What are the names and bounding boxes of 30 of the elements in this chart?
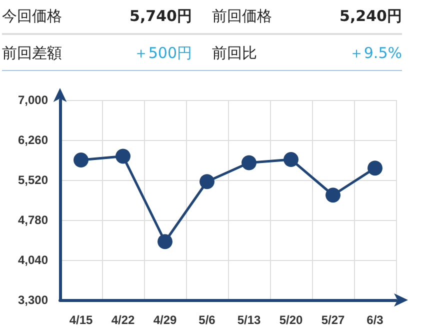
y-tick-label: 7,000 bbox=[18, 93, 48, 107]
point bbox=[200, 174, 214, 190]
point bbox=[74, 152, 88, 168]
text: 前回比 bbox=[212, 44, 258, 63]
text: 5,240円 bbox=[338, 7, 402, 26]
x-tick-label: 4/29 bbox=[153, 313, 177, 327]
point bbox=[242, 155, 256, 170]
point bbox=[326, 188, 340, 203]
y-tick-label: 3,300 bbox=[18, 293, 48, 307]
point bbox=[368, 160, 382, 176]
text: 前回差額 bbox=[2, 44, 63, 63]
point bbox=[158, 234, 172, 250]
x-tick-label: 5/13 bbox=[237, 313, 261, 327]
x-tick-label: 4/15 bbox=[69, 313, 93, 327]
x-tick-label: 5/6 bbox=[198, 313, 216, 327]
x-tick-label: 5/27 bbox=[321, 313, 345, 327]
y-tick-label: 4,040 bbox=[18, 253, 48, 267]
text: ＋9.5% bbox=[348, 44, 402, 63]
point bbox=[284, 152, 298, 167]
y-tick-label: 6,260 bbox=[18, 133, 48, 147]
text: ＋500円 bbox=[132, 44, 192, 63]
x-tick-label: 5/20 bbox=[279, 313, 303, 327]
x-tick-label: 6/3 bbox=[366, 313, 384, 327]
text: 5,740円 bbox=[128, 7, 192, 26]
text: 今回価格 bbox=[2, 7, 63, 26]
y-tick-label: 5,520 bbox=[18, 173, 48, 187]
point bbox=[116, 148, 130, 164]
y-tick-label: 4,780 bbox=[18, 213, 48, 227]
x-tick-label: 4/22 bbox=[111, 313, 135, 327]
text: 前回価格 bbox=[212, 7, 273, 26]
